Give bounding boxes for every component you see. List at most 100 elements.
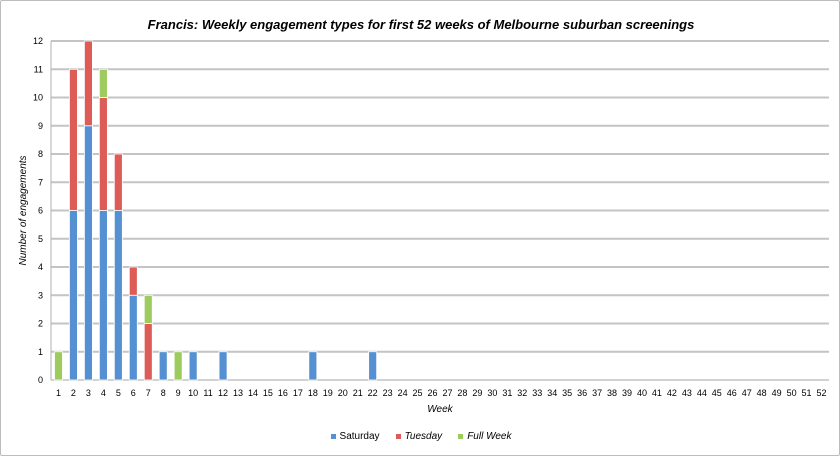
- x-tick-label: 6: [131, 388, 136, 398]
- legend-swatch: [395, 434, 401, 439]
- x-tick-label: 19: [323, 388, 333, 398]
- bar-saturday: [113, 210, 123, 381]
- x-tick-label: 34: [547, 388, 557, 398]
- x-tick-label: 50: [787, 388, 797, 398]
- bar-tuesday: [69, 68, 78, 211]
- bar-tuesday: [98, 97, 108, 211]
- x-tick-label: 45: [712, 388, 722, 398]
- legend-item: Full Week: [458, 431, 511, 442]
- x-tick-label: 36: [577, 388, 587, 398]
- y-tick-label: 12: [33, 36, 43, 46]
- x-tick-label: 4: [101, 388, 106, 398]
- x-tick-label: 24: [398, 388, 408, 398]
- x-tick-label: 13: [233, 388, 243, 398]
- x-tick-label: 48: [757, 388, 767, 398]
- x-tick-label: 18: [308, 388, 318, 398]
- x-tick-label: 22: [368, 388, 378, 398]
- bar-saturday: [158, 351, 168, 381]
- bar-full-week: [173, 351, 183, 381]
- y-tick-label: 5: [38, 234, 43, 244]
- x-tick-label: 15: [263, 388, 273, 398]
- legend-label: Full Week: [467, 431, 512, 442]
- x-tick-label: 38: [607, 388, 617, 398]
- y-tick-label: 7: [38, 177, 43, 187]
- x-tick-label: 33: [532, 388, 542, 398]
- y-tick-label: 2: [38, 319, 43, 329]
- x-tick-label: 51: [802, 388, 812, 398]
- y-tick-label: 9: [38, 121, 43, 131]
- x-tick-label: 52: [817, 388, 827, 398]
- x-tick-label: 39: [622, 388, 632, 398]
- x-tick-label: 49: [772, 388, 782, 398]
- legend: Saturday Tuesday Full Week: [1, 431, 839, 442]
- x-tick-label: 46: [727, 388, 737, 398]
- y-tick-label: 8: [38, 149, 43, 159]
- x-tick-label: 9: [176, 388, 181, 398]
- x-tick-label: 43: [682, 388, 692, 398]
- x-tick-label: 25: [413, 388, 423, 398]
- x-tick-label: 2: [71, 388, 76, 398]
- bar-saturday: [308, 351, 318, 381]
- x-tick-label: 47: [742, 388, 752, 398]
- x-tick-label: 41: [652, 388, 662, 398]
- chart-title: Francis: Weekly engagement types for fir…: [147, 17, 695, 32]
- x-tick-label: 21: [353, 388, 363, 398]
- x-tick-label: 23: [383, 388, 393, 398]
- x-tick-label: 11: [203, 388, 212, 398]
- bar-saturday: [84, 125, 93, 381]
- x-tick-label: 5: [116, 388, 121, 398]
- bar-saturday: [69, 210, 78, 381]
- y-axis-label: Number of engagements: [18, 155, 29, 265]
- x-tick-label: 44: [697, 388, 707, 398]
- bar-saturday: [98, 210, 108, 381]
- legend-item: Tuesday: [395, 431, 443, 442]
- x-axis-label: Week: [427, 404, 453, 415]
- bar-full-week: [54, 351, 63, 381]
- x-tick-label: 27: [442, 388, 452, 398]
- x-tick-label: 20: [338, 388, 348, 398]
- x-tick-label: 32: [517, 388, 527, 398]
- x-tick-label: 31: [502, 388, 512, 398]
- x-tick-label: 40: [637, 388, 647, 398]
- x-tick-label: 7: [146, 388, 151, 398]
- y-tick-label: 10: [33, 93, 43, 103]
- y-tick-label: 0: [38, 375, 43, 385]
- x-tick-label: 37: [592, 388, 602, 398]
- legend-swatch: [330, 434, 336, 439]
- y-tick-label: 1: [38, 347, 43, 357]
- bar-tuesday: [84, 40, 93, 127]
- x-tick-label: 17: [293, 388, 303, 398]
- x-tick-label: 28: [457, 388, 467, 398]
- x-tick-label: 12: [218, 388, 228, 398]
- x-tick-label: 30: [487, 388, 497, 398]
- x-tick-label: 29: [472, 388, 482, 398]
- x-tick-label: 16: [278, 388, 288, 398]
- bar-full-week: [143, 294, 153, 324]
- bar-tuesday: [143, 323, 153, 381]
- x-tick-label: 3: [86, 388, 91, 398]
- y-tick-label: 4: [38, 262, 43, 272]
- y-tick-label: 3: [38, 290, 43, 300]
- legend-label: Tuesday: [404, 431, 443, 442]
- x-tick-label: 8: [161, 388, 166, 398]
- bar-saturday: [218, 351, 228, 381]
- x-tick-label: 1: [56, 388, 61, 398]
- y-tick-label: 6: [38, 206, 43, 216]
- x-tick-label: 42: [667, 388, 677, 398]
- bar-tuesday: [128, 266, 138, 296]
- x-tick-label: 10: [188, 388, 198, 398]
- legend-item: Saturday: [330, 431, 380, 442]
- bar-saturday: [368, 351, 378, 381]
- x-tick-label: 14: [248, 388, 258, 398]
- legend-label: Saturday: [339, 431, 380, 442]
- legend-swatch: [458, 434, 464, 439]
- bar-saturday: [128, 294, 138, 381]
- y-tick-label: 11: [34, 64, 43, 74]
- bar-full-week: [98, 68, 108, 98]
- bar-saturday: [188, 351, 198, 381]
- x-tick-label: 35: [562, 388, 572, 398]
- bar-tuesday: [113, 153, 123, 211]
- x-tick-label: 26: [428, 388, 438, 398]
